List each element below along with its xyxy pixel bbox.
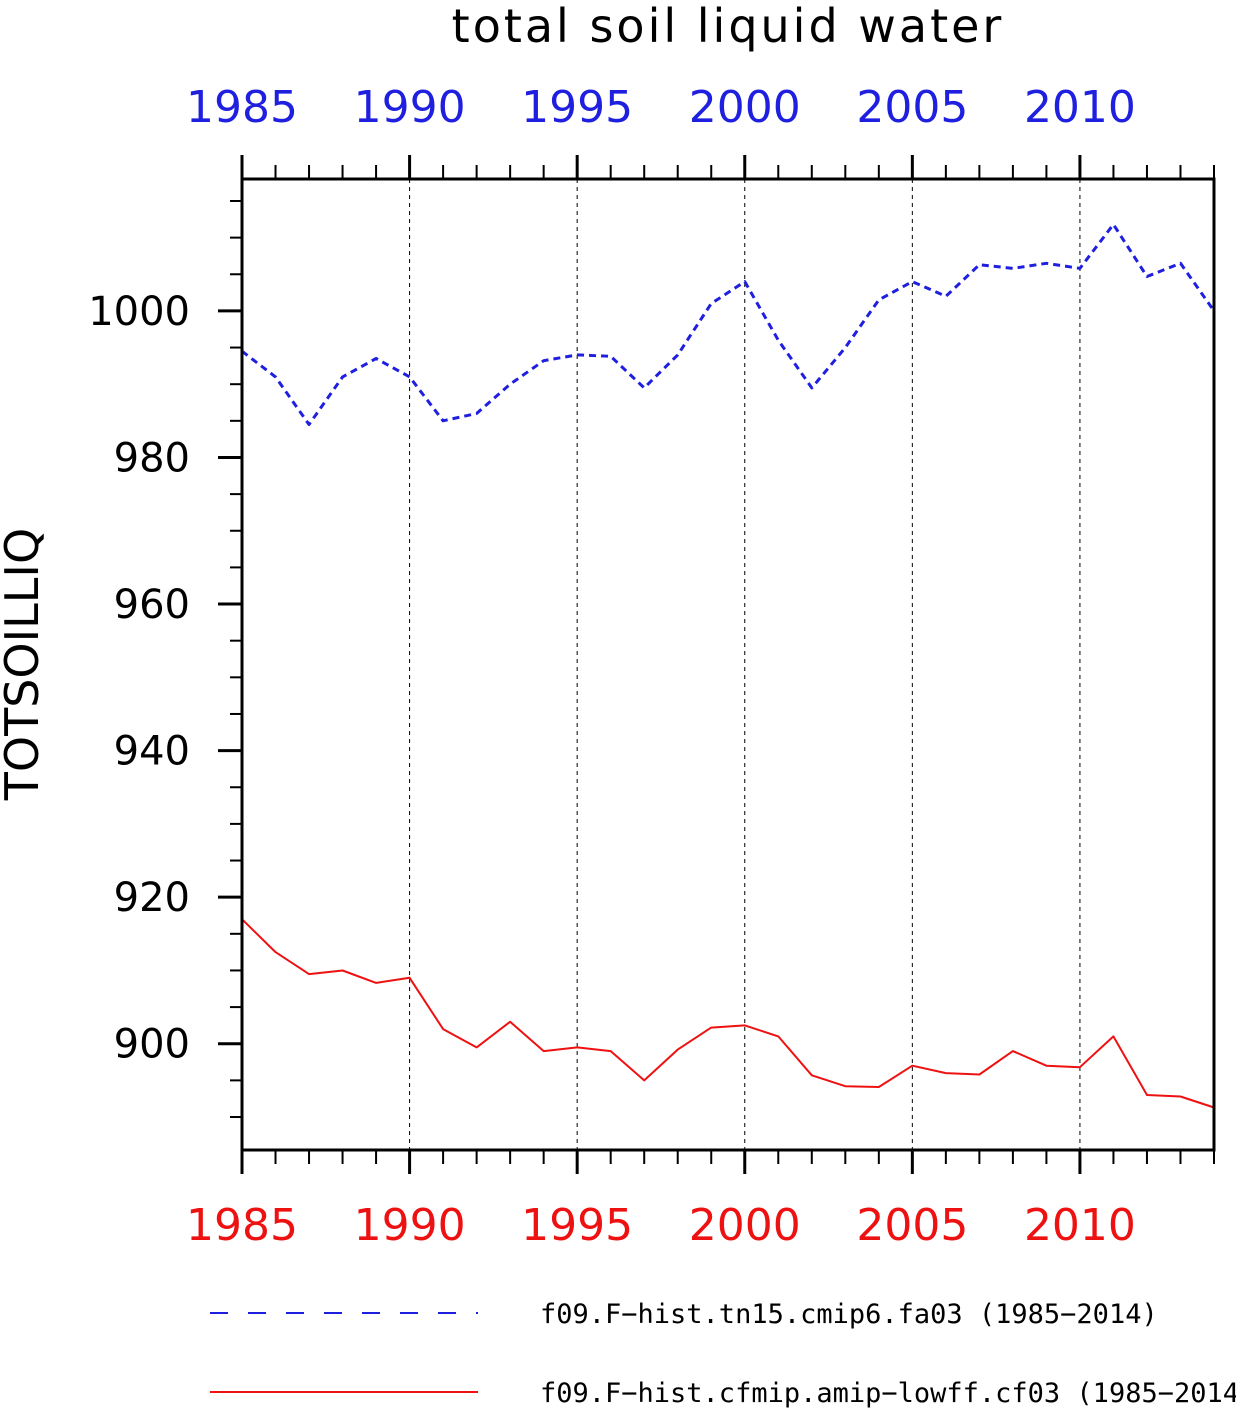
x-tick-label-bottom-2000: 2000 (689, 1200, 801, 1251)
series-line-2 (241, 918, 1215, 1109)
y-tick-label-1000: 1000 (88, 289, 190, 335)
y-tick-label-900: 900 (114, 1022, 190, 1068)
y-tick-label-920: 920 (114, 875, 190, 921)
legend: f09.F−hist.tn15.cmip6.fa03 (1985−2014) f0… (210, 1299, 1236, 1409)
x-tick-label-top-1995: 1995 (521, 82, 633, 133)
axes (240, 177, 1216, 1152)
legend-label-2: f09.F−hist.cfmip.amip−lowff.cf03 (1985−2… (540, 1378, 1236, 1409)
x-tick-label-top-1990: 1990 (354, 82, 466, 133)
x-tick-label-top-2010: 2010 (1024, 82, 1136, 133)
x-tick-label-top-1985: 1985 (186, 82, 298, 133)
y-tick-label-940: 940 (114, 729, 190, 775)
tick-labels: 1985 1985 1990 1990 1995 1995 2000 2000 2005 2005… (88, 82, 1136, 1251)
x-tick-label-bottom-1995: 1995 (521, 1200, 633, 1251)
y-tick-label-960: 960 (114, 582, 190, 628)
y-axis-label: TOTSOILLIQ (0, 528, 49, 801)
x-tick-label-bottom-1985: 1985 (186, 1200, 298, 1251)
series-line-1 (241, 222, 1216, 426)
x-tick-label-bottom-2005: 2005 (856, 1200, 968, 1251)
x-tick-label-bottom-1990: 1990 (354, 1200, 466, 1251)
x-tick-label-top-2005: 2005 (856, 82, 968, 133)
x-tick-label-top-2000: 2000 (689, 82, 801, 133)
chart-title: total soil liquid water (452, 0, 1005, 53)
x-tick-label-bottom-2010: 2010 (1024, 1200, 1136, 1251)
ticks (218, 155, 1215, 1174)
grid-lines (409, 179, 1081, 1150)
series-lines (241, 222, 1216, 1109)
plot-frame (240, 177, 1216, 1152)
y-tick-label-980: 980 (114, 435, 190, 481)
legend-label-1: f09.F−hist.tn15.cmip6.fa03 (1985−2014) (540, 1299, 1158, 1330)
